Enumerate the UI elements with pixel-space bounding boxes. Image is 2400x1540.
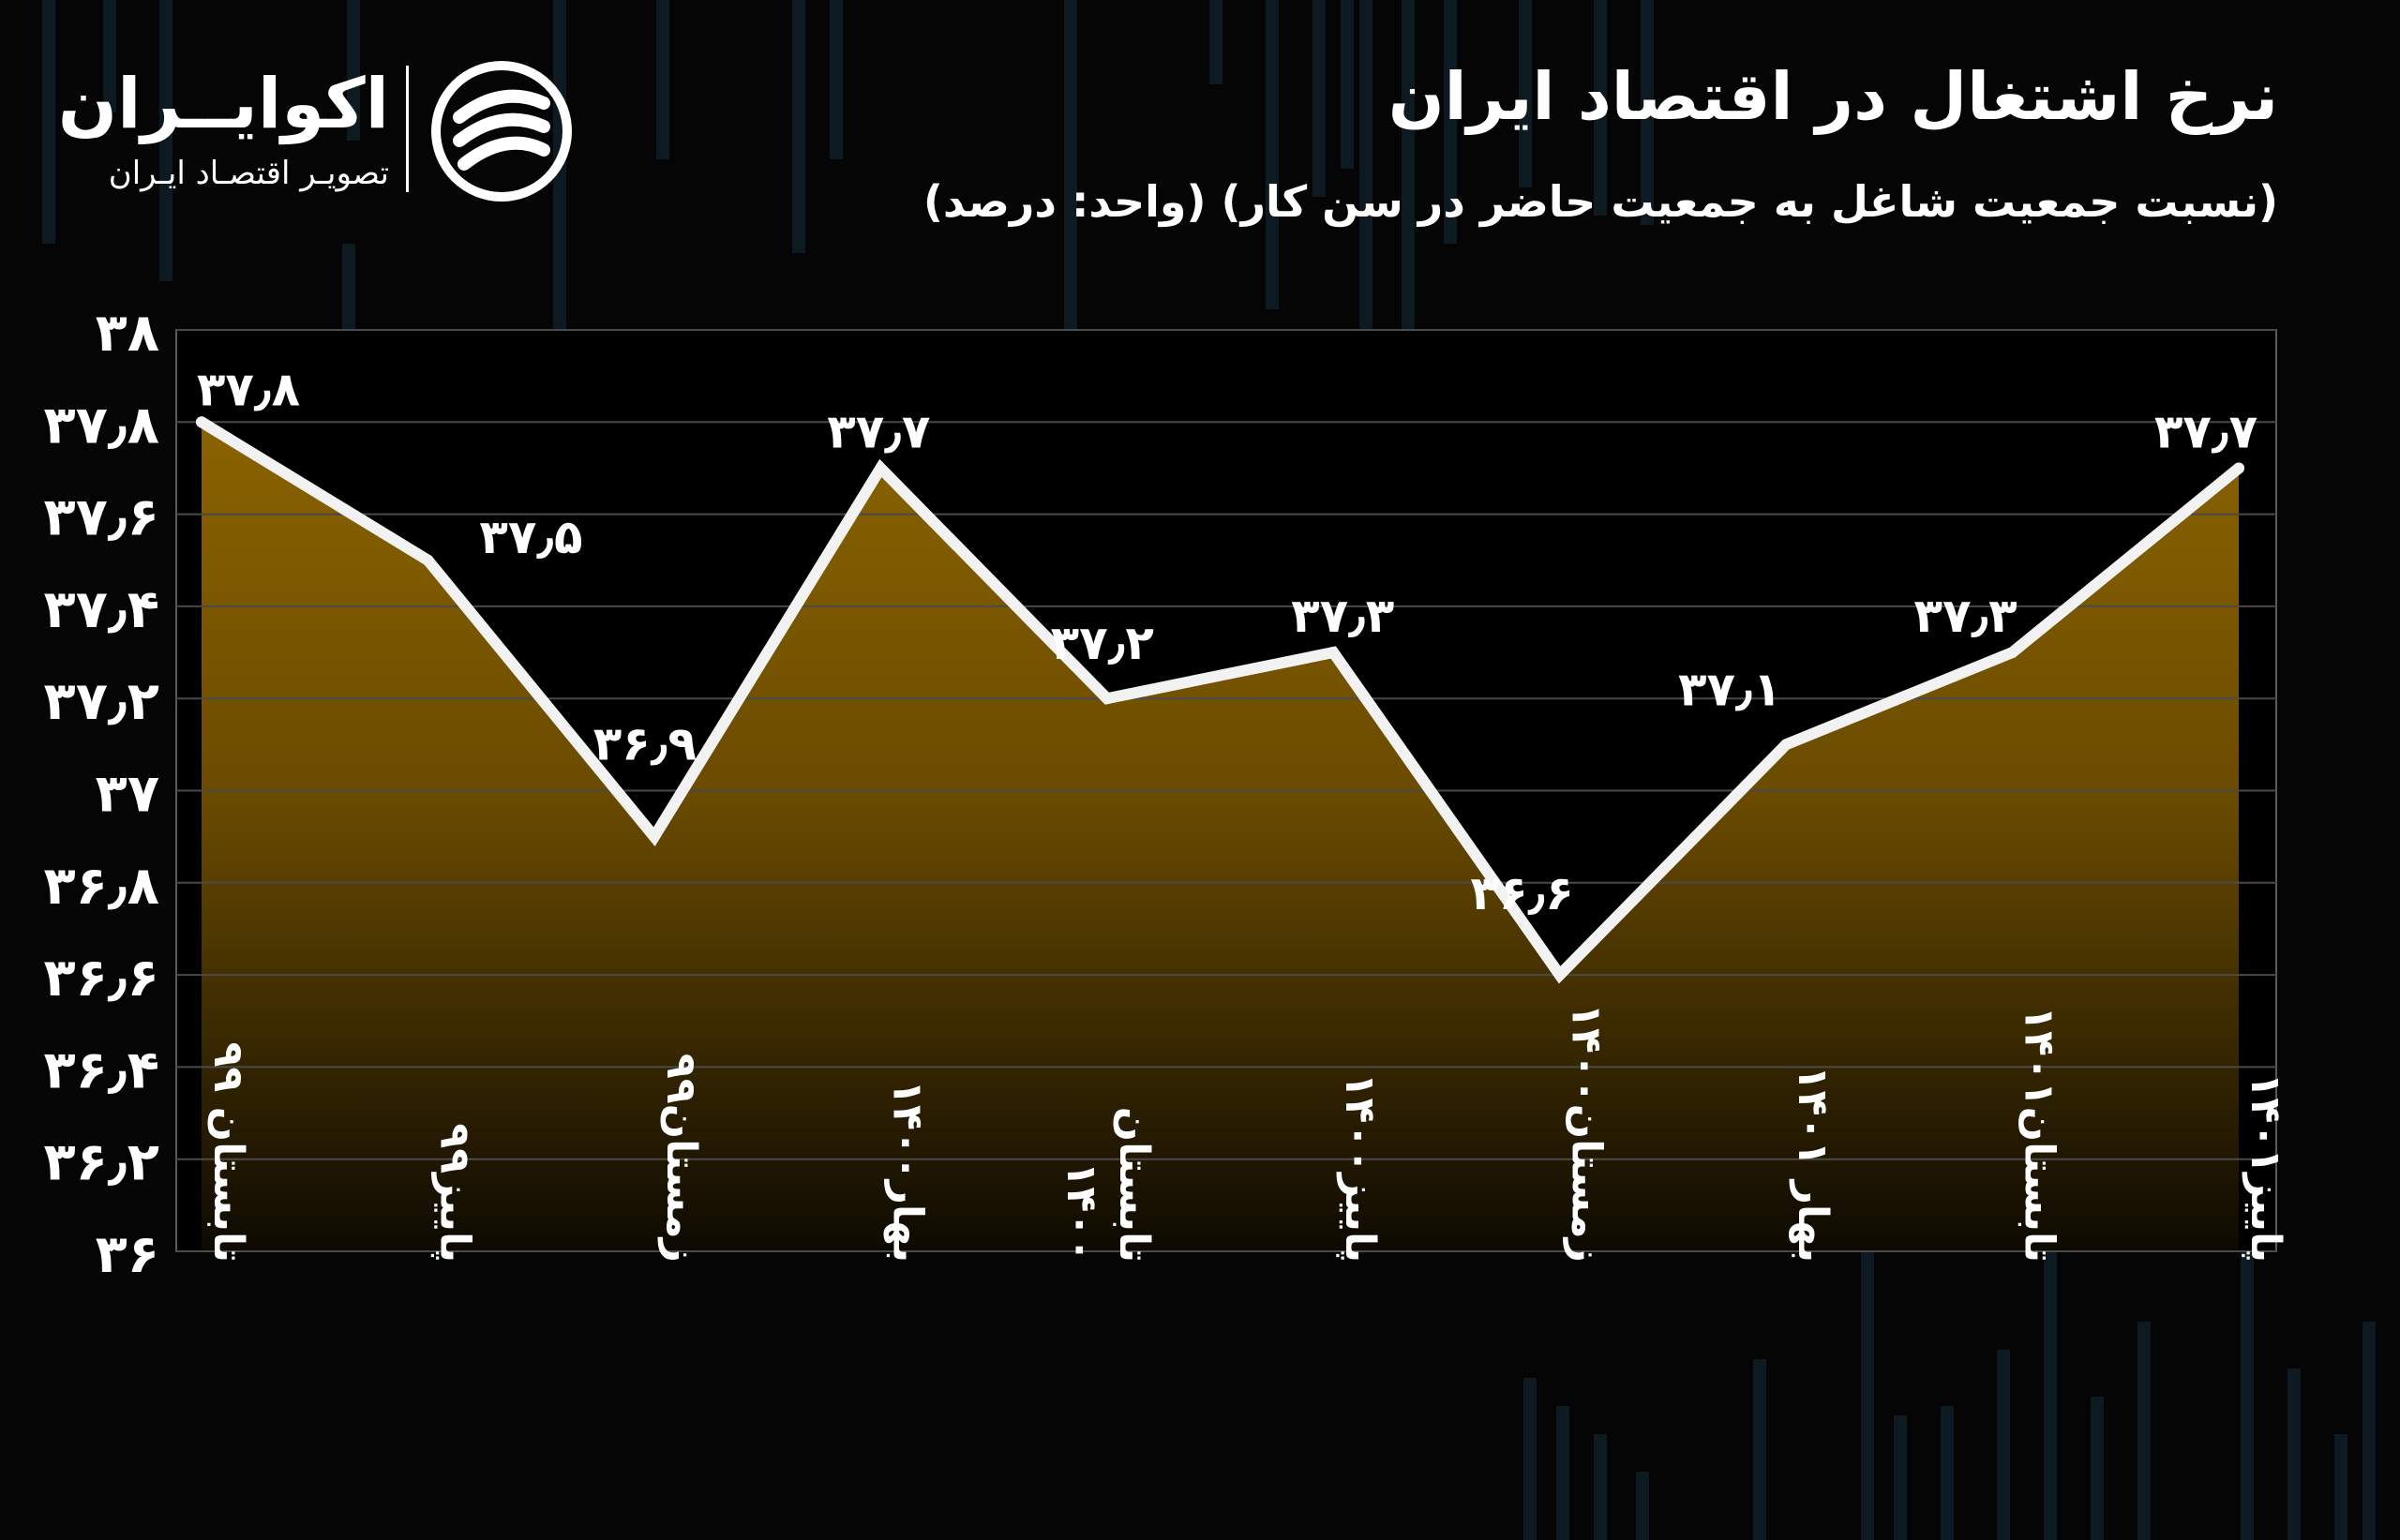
data-label: ۳۷٫۵ (479, 510, 582, 564)
y-tick-label: ۳۶٫۲ (44, 1132, 159, 1193)
background-bar (2288, 1368, 2301, 1540)
background-bar (830, 0, 843, 159)
data-label: ۳۶٫۹ (593, 717, 697, 771)
background-bar (1997, 1350, 2010, 1540)
background-bar (1444, 0, 1457, 244)
x-tick-label: پاییز۹۹ (430, 1123, 478, 1263)
background-bar (1894, 1415, 1907, 1540)
x-tick-label: بهار۱۴۰۰ (883, 1080, 931, 1263)
data-label: ۳۷٫۷ (827, 404, 930, 458)
data-point (1553, 969, 1566, 981)
y-tick-label: ۳۷٫۸ (44, 395, 159, 456)
x-tick-label: پاییز۱۴۰۰ (1336, 1073, 1384, 1263)
background-bar (159, 0, 172, 281)
background-bar (2091, 1397, 2104, 1540)
page-title: نرخ اشتغال در اقتصاد ایران (1388, 58, 2278, 135)
data-label: ۳۶٫۶ (1471, 866, 1574, 920)
y-tick-label: ۳۷ (96, 764, 159, 825)
background-bar (1064, 0, 1077, 375)
data-label: ۳۷٫۱ (1678, 662, 1781, 716)
x-tick-label: پاییز۱۴۰۱ (2242, 1073, 2289, 1263)
background-bar (1402, 0, 1415, 356)
background-bar (1594, 0, 1607, 216)
y-tick-label: ۳۸ (96, 303, 159, 364)
y-tick-label: ۳۶٫۸ (44, 856, 159, 917)
x-tick-label: بهار ۱۴۰۱ (1789, 1066, 1837, 1263)
background-bar (2044, 1228, 2057, 1540)
data-label: ۳۷٫۳ (1291, 589, 1394, 643)
background-bar (1523, 1378, 1537, 1540)
y-tick-label: ۳۶ (96, 1224, 159, 1285)
background-bar (103, 0, 116, 112)
y-tick-label: ۳۷٫۴ (44, 579, 159, 640)
data-point (875, 462, 887, 474)
data-point (422, 554, 434, 566)
logo-tagline: تصویـر اقتصـاد ایـران (108, 155, 389, 192)
x-tick-label: زمستان۱۴۰۰ (1563, 1003, 1611, 1263)
data-point (1101, 693, 1113, 705)
data-point (2233, 462, 2244, 474)
page-subtitle: (نسبت جمعیت شاغل به جمعیت حاضر در سن کار… (922, 176, 2278, 227)
data-point (1328, 647, 1340, 659)
background-bar (2138, 1322, 2151, 1540)
ecoiran-logo-icon (431, 61, 572, 202)
background-bar (656, 0, 669, 159)
area-fill (202, 422, 2239, 1251)
data-label: ۳۷٫۸ (197, 362, 300, 416)
background-bar (1341, 0, 1354, 169)
background-bar (1209, 0, 1222, 84)
data-point (1780, 739, 1792, 751)
background-bar (42, 0, 55, 244)
y-tick-label: ۳۶٫۴ (44, 1039, 159, 1100)
x-tick-label: تابستان ۹۹ (204, 1042, 252, 1263)
background-bar (1312, 0, 1326, 197)
background-bar (1266, 0, 1279, 309)
logo-divider (406, 66, 409, 192)
x-tick-label: زمستان۹۹ (657, 1054, 705, 1263)
data-point (196, 416, 207, 428)
background-bar (792, 0, 805, 253)
data-label: ۳۷٫۳ (1913, 589, 2017, 643)
series-line (196, 416, 2244, 984)
background-bar (347, 0, 360, 141)
brand-logo: اکوایــران تصویـر اقتصـاد ایـران (58, 56, 595, 206)
y-tick-label: ۳۷٫۲ (44, 671, 159, 732)
y-tick-label: ۳۷٫۶ (44, 487, 159, 548)
background-bar (1753, 1359, 1766, 1540)
background-bar (1641, 0, 1654, 225)
background-bar (2241, 1172, 2254, 1540)
background-bar (1519, 0, 1532, 187)
y-tick-label: ۳۶٫۶ (44, 948, 159, 1009)
data-point (2006, 647, 2018, 659)
background-bar (1556, 1406, 1569, 1540)
background-bar (1594, 1434, 1607, 1540)
data-point (648, 830, 660, 843)
background-bar (2334, 1434, 2348, 1540)
x-tick-label: تابستان۱۴۰۱ (2016, 1006, 2063, 1263)
x-tick-label: تابستان۱۴۰۰ (1058, 1107, 1158, 1263)
data-label: ۳۷٫۷ (2154, 404, 2258, 458)
logo-name: اکوایــران (57, 64, 389, 144)
background-bar (2362, 1322, 2376, 1540)
background-bar (1636, 1472, 1649, 1540)
background-bar (1941, 1406, 1954, 1540)
data-label: ۳۷٫۲ (1051, 616, 1154, 670)
